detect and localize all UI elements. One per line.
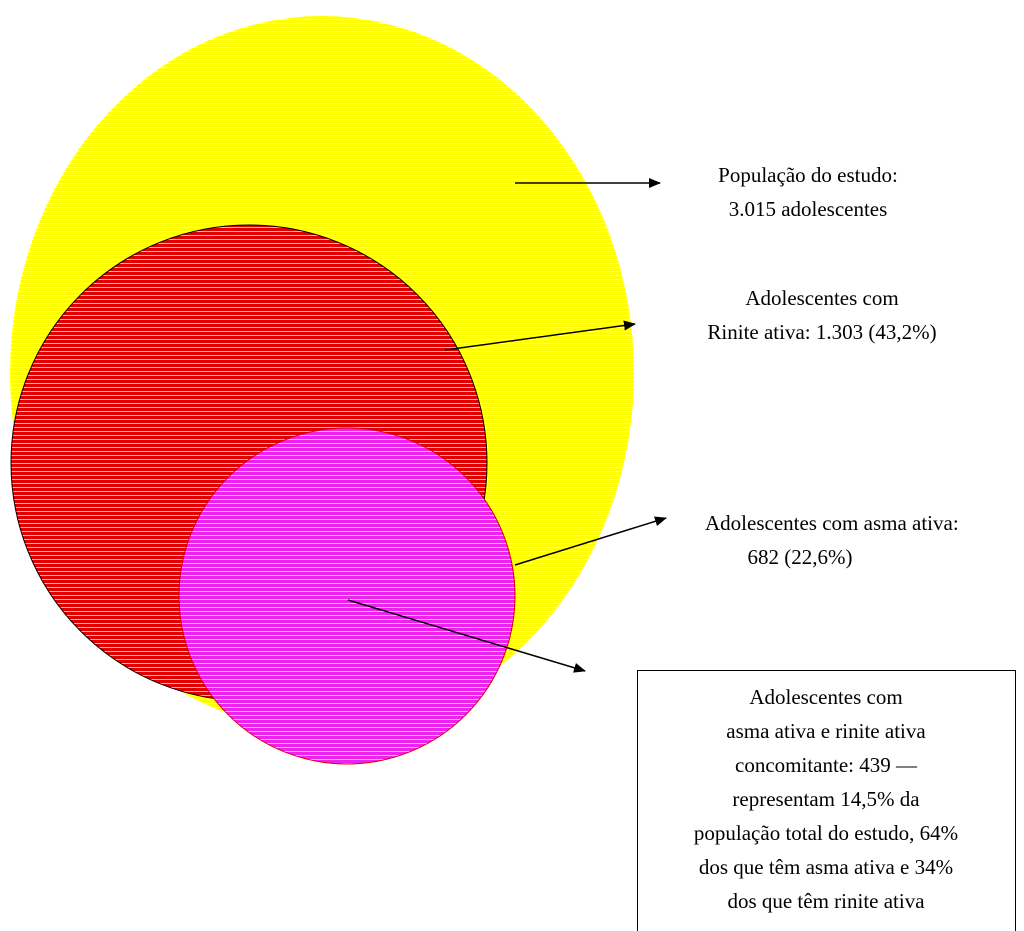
box-line: dos que têm asma ativa e 34% bbox=[699, 855, 953, 879]
label-line: 3.015 adolescentes bbox=[729, 197, 888, 221]
label-line: 682 (22,6%) bbox=[748, 545, 853, 569]
box-line: dos que têm rinite ativa bbox=[727, 889, 925, 913]
label-line: Adolescentes com asma ativa: bbox=[705, 511, 959, 535]
overlap-text: Adolescentes com asma ativa e rinite ativ… bbox=[694, 685, 958, 913]
box-line: asma ativa e rinite ativa bbox=[726, 719, 926, 743]
box-line: representam 14,5% da bbox=[732, 787, 920, 811]
arrow bbox=[514, 516, 667, 566]
arrow bbox=[347, 599, 586, 673]
box-line: concomitante: 439 — bbox=[735, 753, 918, 777]
box-line: população total do estudo, 64% bbox=[694, 821, 958, 845]
arrow bbox=[444, 320, 636, 351]
label-line: População do estudo: bbox=[718, 163, 898, 187]
label-line: Rinite ativa: 1.303 (43,2%) bbox=[707, 320, 936, 344]
overlap-box bbox=[637, 670, 1016, 931]
arrows bbox=[347, 178, 667, 673]
asthma-circle bbox=[178, 427, 516, 765]
box-line: Adolescentes com bbox=[749, 685, 902, 709]
label-line: Adolescentes com bbox=[745, 286, 898, 310]
